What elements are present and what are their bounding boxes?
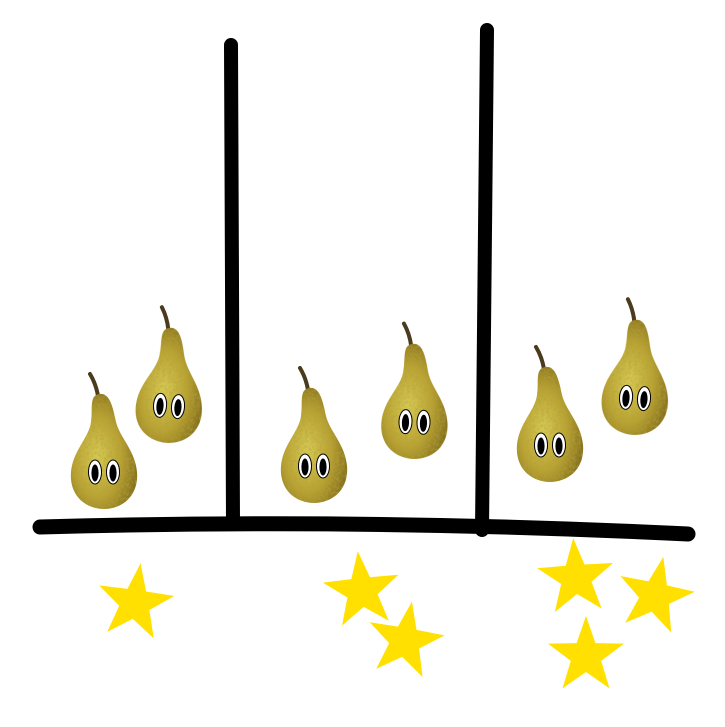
pear-with-eyes-icon: [599, 298, 675, 437]
star-icon: [548, 616, 624, 689]
divider-left: [224, 38, 240, 529]
star-icon: [535, 535, 617, 613]
pear-with-eyes-icon: [517, 347, 583, 482]
pear-with-eyes-icon: [133, 306, 209, 445]
pear-with-eyes-icon: [380, 323, 451, 460]
star-icon: [92, 558, 179, 641]
star-icon: [320, 547, 404, 628]
pear-with-eyes-icon: [71, 374, 137, 509]
star-icon: [611, 548, 701, 636]
baseline: [32, 516, 696, 542]
divider-right: [475, 23, 494, 537]
pear-with-eyes-icon: [281, 368, 347, 503]
